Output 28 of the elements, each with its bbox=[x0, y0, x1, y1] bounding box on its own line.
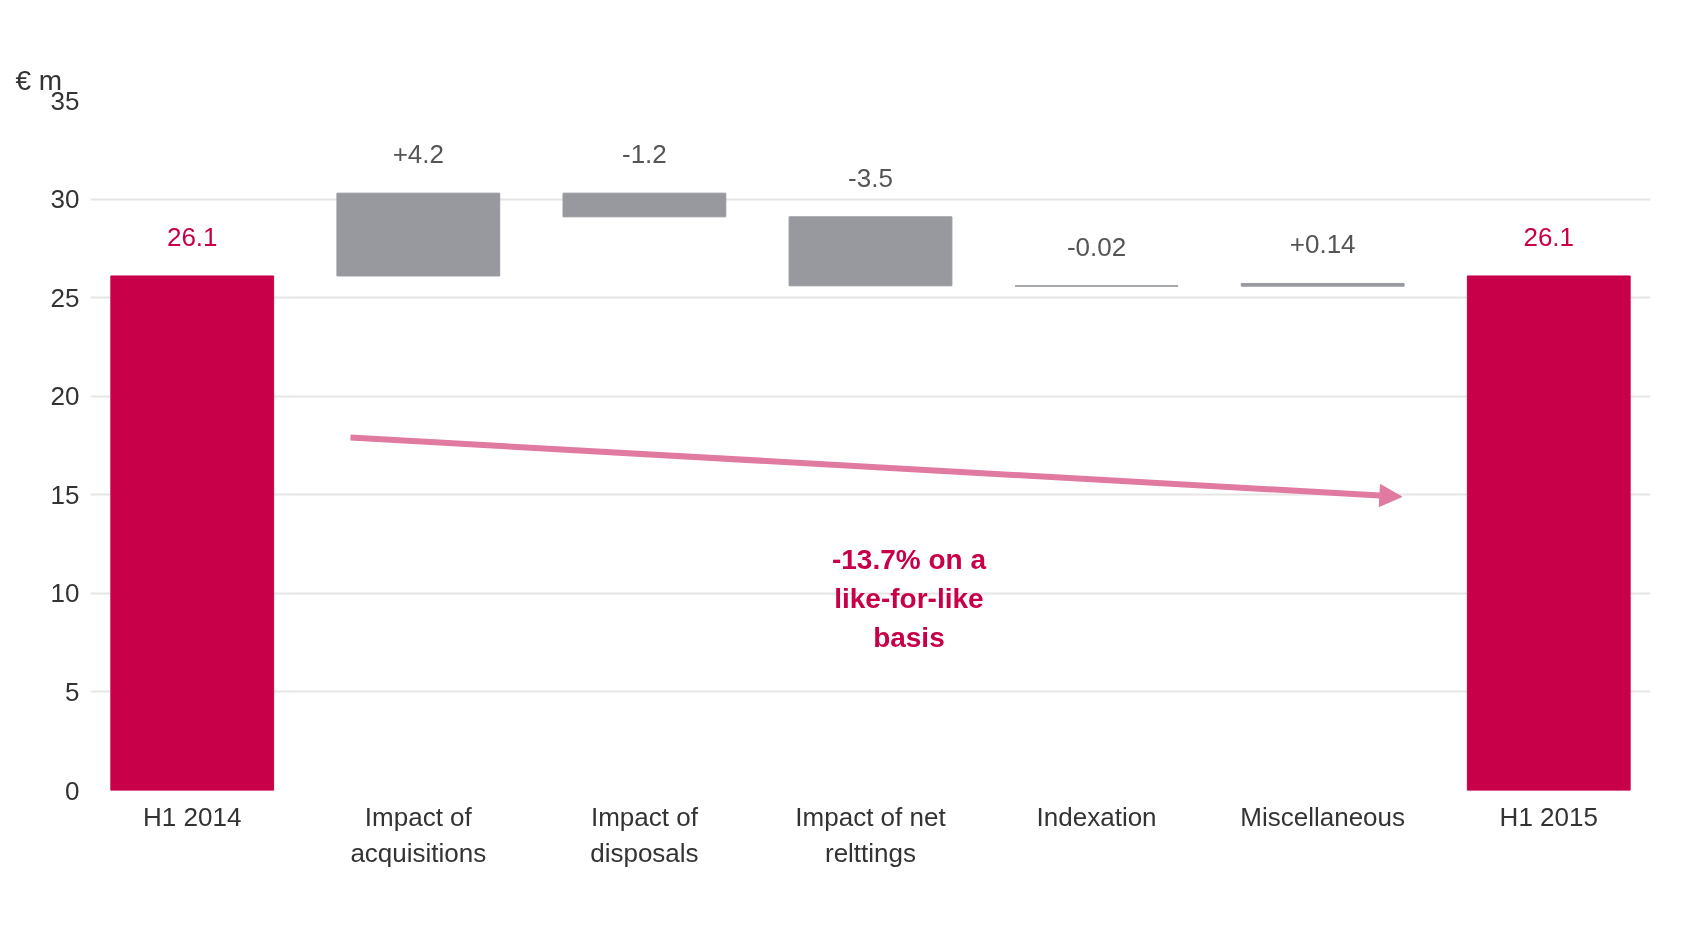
y-tick-label: 5 bbox=[65, 676, 80, 707]
data-label: +4.2 bbox=[392, 139, 444, 170]
y-tick-label: 0 bbox=[65, 775, 80, 806]
x-tick-label: Impact of net relttings bbox=[795, 801, 947, 868]
data-label: -1.2 bbox=[622, 139, 667, 170]
data-label: -0.02 bbox=[1066, 231, 1127, 262]
x-tick-label: Miscellaneous bbox=[1240, 801, 1406, 832]
x-tick-label: H1 2014 bbox=[143, 801, 242, 832]
y-tick-label: 20 bbox=[50, 381, 80, 412]
bar bbox=[1466, 275, 1631, 791]
data-label: +0.14 bbox=[1289, 229, 1356, 260]
x-tick-label: Impact of disposals bbox=[590, 801, 699, 868]
y-tick-label: 25 bbox=[50, 282, 80, 313]
data-label: -3.5 bbox=[848, 162, 893, 193]
bar bbox=[562, 192, 727, 218]
x-tick-label: H1 2015 bbox=[1499, 801, 1598, 832]
data-label: 26.1 bbox=[1523, 221, 1575, 252]
data-label: 26.1 bbox=[166, 221, 218, 252]
bar bbox=[788, 216, 953, 287]
x-tick-label: Impact of acquisitions bbox=[350, 801, 487, 868]
annotation: -13.7% on a like-for-like basis bbox=[831, 544, 987, 653]
x-tick-label: Indexation bbox=[1036, 801, 1157, 832]
y-tick-label: 30 bbox=[50, 184, 80, 215]
bar bbox=[110, 275, 275, 791]
bar bbox=[1240, 282, 1405, 287]
y-tick-label: 15 bbox=[50, 479, 80, 510]
y-tick-label: 10 bbox=[50, 578, 80, 609]
bar bbox=[336, 192, 501, 277]
